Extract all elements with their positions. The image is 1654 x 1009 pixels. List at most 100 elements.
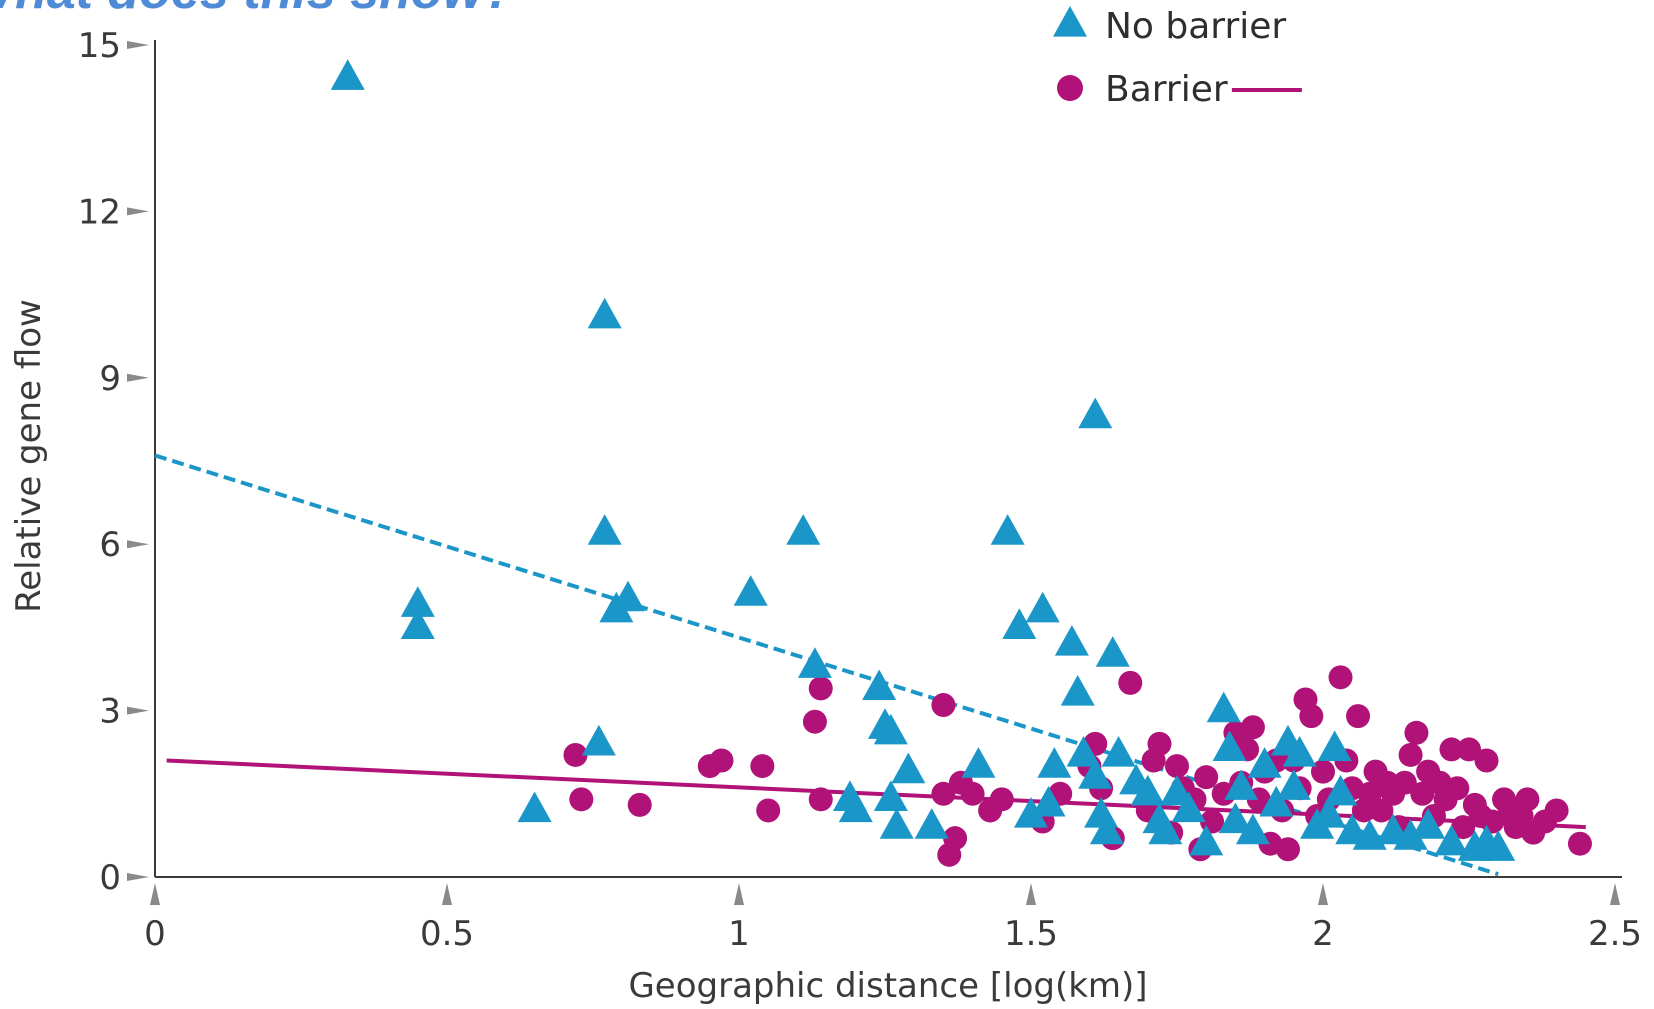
x-tick-label: 1.5 bbox=[1004, 914, 1058, 954]
no-barrier-data-point bbox=[611, 580, 646, 612]
no-barrier-data-point bbox=[330, 59, 365, 90]
x-tick-label: 0 bbox=[144, 914, 166, 954]
x-tick-mark bbox=[442, 883, 452, 905]
legend-barrier-marker bbox=[1057, 75, 1083, 101]
barrier-data-point bbox=[1147, 731, 1172, 756]
no-barrier-data-point bbox=[786, 514, 821, 545]
barrier-data-point bbox=[960, 781, 985, 806]
no-barrier-data-point bbox=[1206, 691, 1241, 723]
barrier-data-point bbox=[1240, 715, 1265, 740]
barrier-data-point bbox=[1439, 737, 1464, 762]
barrier-data-point bbox=[709, 748, 734, 773]
no-barrier-data-point bbox=[990, 514, 1025, 545]
y-tick-mark bbox=[127, 540, 149, 549]
no-barrier-data-point bbox=[873, 713, 908, 745]
barrier-data-point bbox=[627, 792, 652, 817]
no-barrier-data-point bbox=[1311, 797, 1346, 828]
barrier-data-point bbox=[1299, 704, 1324, 729]
y-tick-label: 15 bbox=[78, 26, 121, 66]
x-tick-mark bbox=[1610, 883, 1620, 905]
barrier-data-point bbox=[1311, 759, 1335, 784]
barrier-data-point bbox=[1567, 831, 1592, 856]
y-tick-mark bbox=[127, 41, 149, 49]
barrier-data-point bbox=[989, 787, 1014, 812]
no-barrier-data-point bbox=[1054, 625, 1089, 656]
no-barrier-data-point bbox=[587, 514, 622, 545]
no-barrier-data-point bbox=[1235, 813, 1270, 845]
no-barrier-data-point bbox=[838, 791, 873, 823]
legend-barrier-label: Barrier bbox=[1105, 69, 1228, 110]
x-tick-label: 1 bbox=[728, 914, 750, 954]
y-tick-label: 3 bbox=[99, 692, 121, 732]
barrier-data-point bbox=[808, 787, 833, 812]
barrier-data-point bbox=[943, 826, 968, 851]
legend-no-barrier-label: No barrier bbox=[1105, 6, 1286, 47]
barrier-data-point bbox=[931, 693, 956, 718]
y-tick-label: 0 bbox=[99, 858, 121, 898]
barrier-trendline bbox=[166, 758, 1586, 830]
x-tick-mark bbox=[1318, 883, 1328, 905]
no-barrier-data-point bbox=[879, 808, 914, 839]
no-barrier-data-point bbox=[1411, 808, 1446, 839]
no-barrier-data-point bbox=[581, 724, 616, 756]
no-barrier-data-point bbox=[873, 780, 908, 811]
no-barrier-data-point bbox=[862, 669, 897, 701]
barrier-data-point bbox=[1392, 770, 1417, 795]
no-barrier-data-point bbox=[1037, 747, 1072, 778]
no-barrier-data-point bbox=[1434, 824, 1469, 856]
no-barrier-data-point bbox=[1066, 736, 1101, 767]
barrier-data-point bbox=[1118, 670, 1143, 695]
x-tick-mark bbox=[150, 883, 160, 905]
no-barrier-data-point bbox=[914, 808, 949, 839]
no-barrier-data-point bbox=[961, 747, 996, 778]
no-barrier-data-point bbox=[1259, 785, 1294, 817]
no-barrier-data-point bbox=[1060, 674, 1095, 706]
no-barrier-data-point bbox=[1317, 730, 1352, 762]
barrier-data-point bbox=[750, 754, 775, 779]
no-barrier-data-point bbox=[1095, 636, 1130, 667]
no-barrier-data-point bbox=[1031, 785, 1066, 817]
no-barrier-data-point bbox=[1282, 736, 1317, 767]
no-barrier-data-point bbox=[1002, 608, 1037, 640]
y-tick-label: 6 bbox=[99, 525, 121, 565]
barrier-data-point bbox=[1346, 704, 1371, 729]
no-barrier-data-point bbox=[1171, 791, 1206, 823]
barrier-data-point bbox=[931, 781, 956, 806]
y-axis-label: Relative gene flow bbox=[9, 299, 49, 613]
y-tick-label: 9 bbox=[99, 359, 121, 399]
barrier-data-point bbox=[808, 676, 833, 701]
no-barrier-trendline bbox=[154, 453, 1499, 877]
barrier-data-point bbox=[1474, 748, 1499, 773]
barrier-data-point bbox=[802, 709, 827, 734]
barrier-data-point bbox=[1515, 787, 1540, 812]
barrier-data-point bbox=[1369, 798, 1394, 823]
no-barrier-data-point bbox=[400, 608, 435, 640]
barrier-data-point bbox=[569, 787, 594, 812]
no-barrier-data-point bbox=[1101, 736, 1136, 767]
no-barrier-data-point bbox=[891, 752, 926, 784]
y-tick-mark bbox=[127, 873, 149, 881]
y-tick-label: 12 bbox=[78, 192, 121, 232]
no-barrier-data-point bbox=[517, 791, 552, 823]
y-tick-mark bbox=[127, 373, 149, 382]
no-barrier-data-point bbox=[1224, 769, 1259, 800]
barrier-data-point bbox=[1457, 737, 1481, 762]
no-barrier-data-point bbox=[1323, 774, 1358, 806]
barrier-data-point bbox=[1544, 798, 1569, 823]
no-barrier-data-point bbox=[1212, 730, 1247, 762]
barrier-data-point bbox=[1194, 765, 1219, 790]
x-tick-mark bbox=[734, 883, 744, 905]
no-barrier-data-point bbox=[1189, 824, 1224, 856]
no-barrier-data-point bbox=[1218, 802, 1253, 834]
no-barrier-data-point bbox=[1148, 813, 1183, 845]
legend-no-barrier-marker bbox=[1053, 6, 1087, 37]
y-tick-mark bbox=[127, 706, 149, 715]
x-tick-label: 2 bbox=[1312, 914, 1334, 954]
no-barrier-data-point bbox=[1276, 769, 1311, 800]
barrier-data-point bbox=[563, 742, 588, 767]
barrier-data-point bbox=[1357, 781, 1382, 806]
barrier-data-point bbox=[1404, 720, 1429, 745]
barrier-data-point bbox=[1275, 837, 1300, 862]
no-barrier-data-point bbox=[1014, 797, 1048, 828]
